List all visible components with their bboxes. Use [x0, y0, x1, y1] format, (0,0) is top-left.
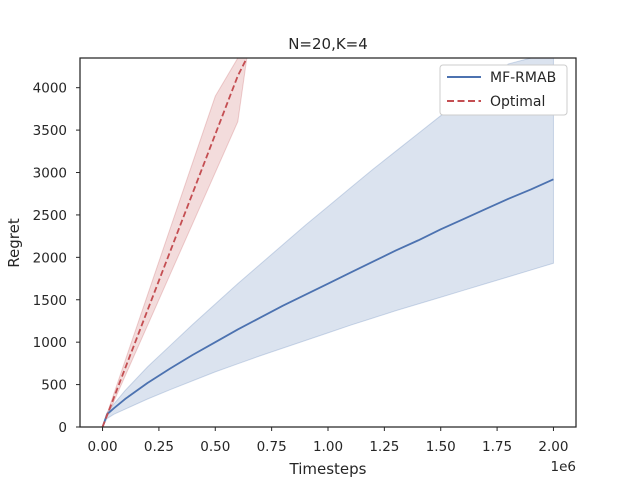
y-axis-label: Regret [5, 218, 23, 268]
x-tick-label: 0.50 [200, 439, 230, 455]
x-tick-label: 0.75 [257, 439, 287, 455]
x-offset-label: 1e6 [551, 459, 576, 475]
y-tick-label: 1000 [33, 335, 67, 351]
x-tick-label: 1.75 [482, 439, 512, 455]
legend-label-mf-rmab: MF-RMAB [490, 70, 556, 86]
y-axis-ticks: 0 500 1000 1500 2000 2500 3000 3500 4000 [33, 81, 80, 436]
y-tick-label: 3000 [33, 166, 67, 182]
y-tick-label: 1500 [33, 293, 67, 309]
band-mf-rmab [102, 58, 554, 427]
line-mf-rmab [101, 178, 554, 427]
y-tick-label: 4000 [33, 81, 67, 97]
x-tick-label: 0.00 [88, 439, 118, 455]
x-tick-label: 1.25 [369, 439, 399, 455]
y-tick-label: 0 [58, 420, 67, 436]
series-lines [101, 58, 554, 427]
x-axis-label: Timesteps [289, 460, 367, 478]
y-tick-label: 500 [41, 378, 67, 394]
x-axis-ticks: 0.00 0.25 0.50 0.75 1.00 1.25 1.50 1.75 2.00 [88, 427, 568, 455]
chart-title: N=20,K=4 [288, 35, 368, 53]
x-tick-label: 1.50 [426, 439, 456, 455]
x-tick-label: 0.25 [144, 439, 174, 455]
y-tick-label: 3500 [33, 123, 67, 139]
legend: MF-RMAB Optimal [439, 64, 568, 116]
x-tick-label: 1.00 [313, 439, 343, 455]
y-tick-label: 2500 [33, 208, 67, 224]
legend-label-optimal: Optimal [490, 94, 545, 110]
line-optimal [101, 58, 248, 427]
x-tick-label: 2.00 [538, 439, 568, 455]
y-tick-label: 2000 [33, 250, 67, 266]
